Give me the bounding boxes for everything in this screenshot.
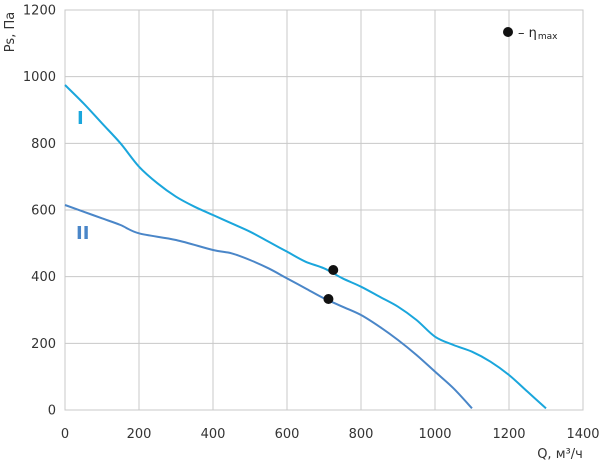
- y-tick-label: 400: [31, 270, 56, 285]
- eta-max-point-1: [328, 265, 339, 275]
- y-tick-label: 600: [31, 204, 56, 219]
- eta-max-markers: [323, 265, 339, 304]
- y-axis-ticks: 0 200 400 600 800 1000 1200: [23, 4, 56, 419]
- x-tick-label: 600: [275, 427, 300, 442]
- x-axis-title: Q, м³/ч: [537, 447, 583, 462]
- x-tick-label: 800: [349, 427, 374, 442]
- x-tick-label: 1200: [492, 427, 525, 442]
- y-axis-title: Ps, Па: [3, 12, 18, 52]
- eta-max-point-2: [323, 294, 334, 304]
- y-tick-label: 0: [48, 404, 56, 419]
- y-tick-label: 1000: [23, 70, 56, 85]
- series-line-1: [64, 84, 547, 410]
- legend: – ηmax: [503, 26, 558, 42]
- legend-marker: [503, 27, 513, 37]
- legend-label-main: – η: [518, 26, 537, 41]
- legend-label-sub: max: [538, 32, 558, 42]
- x-tick-label: 200: [127, 427, 152, 442]
- series-line-2: [64, 204, 473, 410]
- x-tick-label: 1000: [418, 427, 451, 442]
- x-tick-label: 400: [201, 427, 226, 442]
- y-tick-label: 1200: [23, 4, 56, 19]
- y-tick-label: 200: [31, 337, 56, 352]
- y-tick-label: 800: [31, 137, 56, 152]
- curves: [64, 84, 547, 410]
- x-axis-ticks: 0 200 400 600 800 1000 1200 1400: [61, 427, 600, 442]
- legend-label: – ηmax: [518, 26, 558, 42]
- curve-label-ii: II: [76, 223, 89, 244]
- grid: [64, 9, 584, 411]
- curve-label-i: I: [77, 108, 84, 129]
- x-tick-label: 0: [61, 427, 69, 442]
- x-tick-label: 1400: [566, 427, 599, 442]
